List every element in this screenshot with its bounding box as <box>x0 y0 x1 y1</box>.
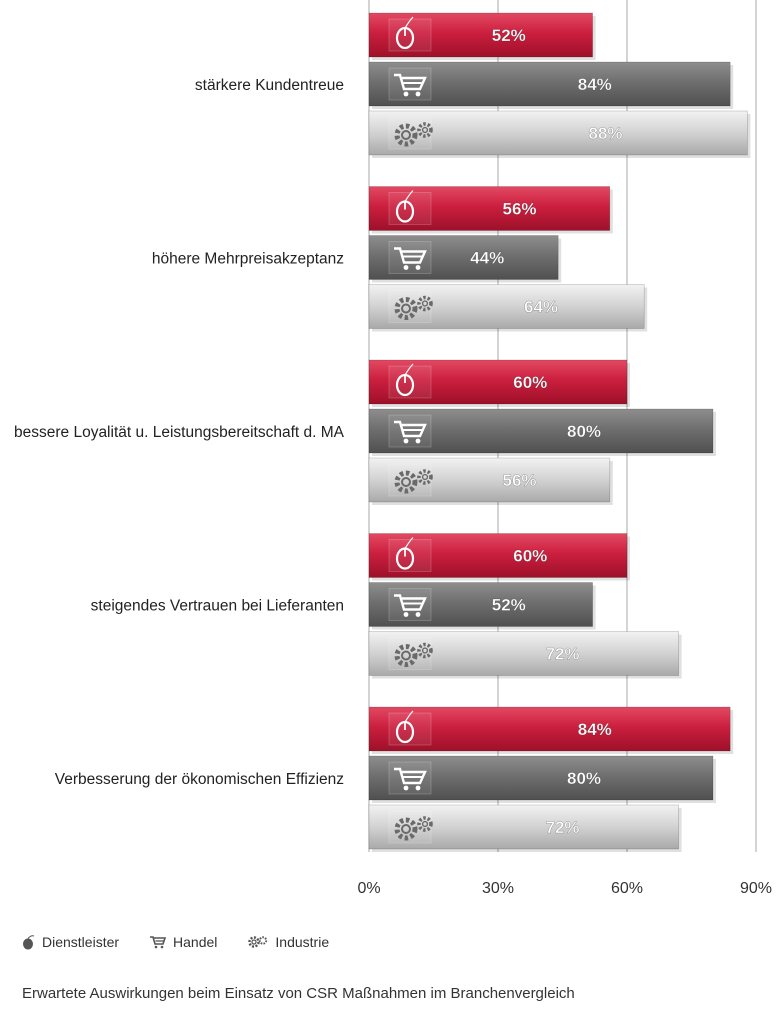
cart-icon <box>394 247 427 270</box>
mouse-icon <box>395 190 415 223</box>
bar-value-label: 84% <box>578 720 612 739</box>
bar-value-label: 80% <box>567 769 601 788</box>
bar-value-label: 52% <box>492 26 526 45</box>
gears-icon <box>394 295 433 320</box>
x-tick-label: 30% <box>482 880 514 897</box>
bar-icon-box <box>388 539 432 572</box>
bar-value-label: 84% <box>578 75 612 94</box>
gears-icon <box>394 816 433 841</box>
bar-handel-5 <box>368 755 714 801</box>
mouse-icon <box>395 16 415 50</box>
gears-icon <box>248 936 268 948</box>
category-label: steigendes Vertrauen bei Lieferanten <box>91 598 344 615</box>
bar-chart: 0% 30% 60% 90% 52% 84% 88% stärkere Kundentreue… <box>14 0 772 897</box>
chart-caption: Erwartete Auswirkungen beim Einsatz von … <box>22 985 575 1002</box>
bar-value-label: 52% <box>492 596 526 615</box>
gears-icon <box>394 642 433 667</box>
x-tick-label: 60% <box>611 880 643 897</box>
category-label: bessere Loyalität u. Leistungsbereitscha… <box>14 424 345 441</box>
bar-value-label: 88% <box>588 124 622 143</box>
legend-item-dienstleister: Dienstleister <box>22 934 119 950</box>
bar-value-label: 60% <box>513 373 547 392</box>
bar-value-label: 60% <box>513 547 547 566</box>
category-label: stärkere Kundentreue <box>195 77 344 94</box>
bar-dienstleister-5 <box>368 706 731 752</box>
category-label: Verbesserung der ökonomischen Effizienz <box>55 771 344 788</box>
gears-icon <box>394 122 433 147</box>
cart-icon <box>394 73 427 97</box>
bar-handel-2 <box>368 235 559 280</box>
bar-dienstleister-1 <box>368 12 593 58</box>
bar-value-label: 72% <box>545 645 579 664</box>
bar-value-label: 56% <box>502 200 536 219</box>
bar-dienstleister-2 <box>368 186 611 231</box>
mouse-icon <box>395 363 415 397</box>
cart-icon <box>394 594 427 617</box>
x-tick-label: 90% <box>740 880 772 897</box>
cart-icon <box>394 767 427 791</box>
bar-value-label: 56% <box>502 471 536 490</box>
cart-icon <box>150 936 167 949</box>
legend: Dienstleister Handel Industrie <box>22 932 359 952</box>
mouse-icon <box>395 537 415 570</box>
x-tick-label: 0% <box>357 880 380 897</box>
cart-icon <box>394 420 427 444</box>
bar-handel-3 <box>368 408 714 454</box>
gears-icon <box>394 469 433 494</box>
mouse-icon <box>23 935 35 950</box>
bar-value-label: 80% <box>567 422 601 441</box>
bar-handel-1 <box>368 61 731 107</box>
bar-value-label: 64% <box>524 298 558 317</box>
legend-item-handel: Handel <box>149 934 217 950</box>
legend-label-dienstleister: Dienstleister <box>42 934 120 950</box>
bar-icon-box <box>388 67 432 101</box>
legend-item-industrie: Industrie <box>247 934 329 950</box>
bar-value-label: 44% <box>470 249 504 268</box>
category-label: höhere Mehrpreisakzeptanz <box>152 251 344 268</box>
bar-industrie-1 <box>368 110 748 156</box>
mouse-icon <box>395 710 415 744</box>
legend-label-industrie: Industrie <box>275 934 330 950</box>
bar-value-label: 72% <box>545 818 579 837</box>
legend-label-handel: Handel <box>173 934 218 950</box>
